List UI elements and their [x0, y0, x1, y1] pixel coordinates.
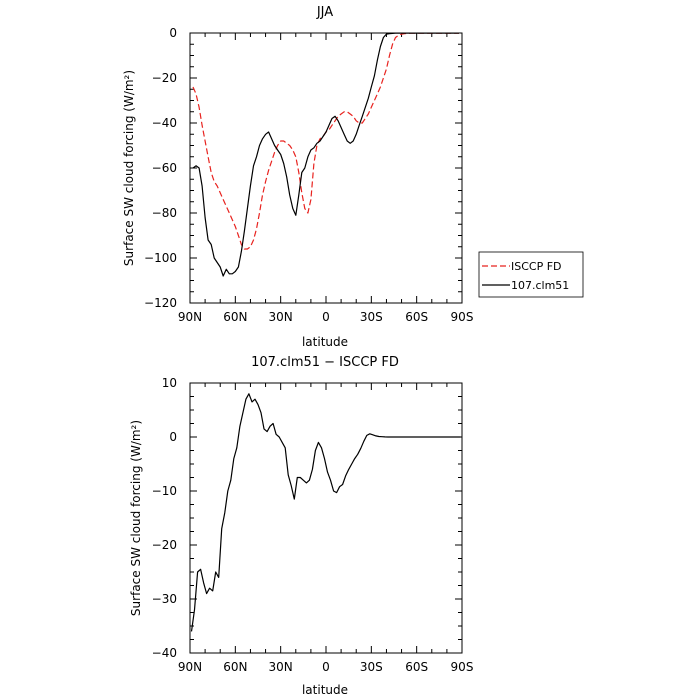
top-y-tick-label: 0 [169, 26, 177, 40]
bottom-x-tick-label: 90N [178, 660, 202, 674]
bottom-x-tick-label: 30S [360, 660, 383, 674]
bottom-x-tick-label: 30N [269, 660, 293, 674]
top-x-axis-label: latitude [302, 335, 348, 349]
legend-label-clm51: 107.clm51 [511, 279, 569, 292]
bottom-series-lines [190, 393, 461, 632]
top-y-tick-label: −20 [152, 71, 177, 85]
top-x-tick-label: 60N [223, 310, 247, 324]
top-y-tick-label: −120 [144, 296, 177, 310]
top-y-tick-label: −40 [152, 116, 177, 130]
bottom-y-axis-label: Surface SW cloud forcing (W/m²) [129, 420, 143, 616]
top-plot-frame [189, 32, 463, 304]
bottom-y-tick-label: 10 [162, 376, 177, 390]
top-x-tick-labels: 90N 60N 30N 0 30S 60S 90S [178, 310, 474, 324]
top-y-tick-label: −80 [152, 206, 177, 220]
bottom-y-tick-label: −20 [152, 538, 177, 552]
top-x-tick-label: 90S [451, 310, 474, 324]
bottom-x-tick-labels: 90N 60N 30N 0 30S 60S 90S [178, 660, 474, 674]
top-x-tick-label: 0 [322, 310, 330, 324]
bottom-y-tick-label: −30 [152, 592, 177, 606]
top-y-axis-label: Surface SW cloud forcing (W/m²) [122, 70, 136, 266]
top-x-tick-label: 30S [360, 310, 383, 324]
bottom-x-axis-label: latitude [302, 683, 348, 697]
bottom-plot-frame [189, 382, 463, 654]
top-x-tick-label: 90N [178, 310, 202, 324]
bottom-series-line-1 [190, 393, 461, 632]
bottom-x-tick-label: 60N [223, 660, 247, 674]
top-x-tick-label: 30N [269, 310, 293, 324]
bottom-ticks [189, 382, 463, 654]
top-y-tick-label: −100 [144, 251, 177, 265]
top-series-lines [192, 32, 459, 277]
bottom-y-tick-labels: −40 −30 −20 −10 0 10 [152, 376, 177, 660]
top-series-line-2 [192, 32, 459, 277]
top-x-tick-label: 60S [405, 310, 428, 324]
top-ticks [189, 32, 463, 304]
bottom-panel: 107.clm51 − ISCCP FD 90N 60N 30N 0 30S 60S 90S… [129, 355, 473, 697]
legend: ISCCP FD 107.clm51 [478, 251, 584, 298]
top-series-line-1 [192, 32, 459, 250]
top-panel: JJA 90N 60N 30N 0 30S 60S 90S −120 −100 −80 −60 −4… [122, 5, 473, 349]
top-y-tick-label: −60 [152, 161, 177, 175]
top-chart-title: JJA [316, 5, 333, 20]
legend-label-isccp: ISCCP FD [511, 260, 562, 273]
bottom-x-tick-label: 60S [405, 660, 428, 674]
bottom-chart-title: 107.clm51 − ISCCP FD [251, 355, 399, 370]
top-y-tick-labels: −120 −100 −80 −60 −40 −20 0 [144, 26, 177, 310]
bottom-x-tick-label: 0 [322, 660, 330, 674]
bottom-y-tick-label: −40 [152, 646, 177, 660]
bottom-y-tick-label: −10 [152, 484, 177, 498]
bottom-x-tick-label: 90S [451, 660, 474, 674]
bottom-y-tick-label: 0 [169, 430, 177, 444]
legend-box [478, 251, 584, 298]
